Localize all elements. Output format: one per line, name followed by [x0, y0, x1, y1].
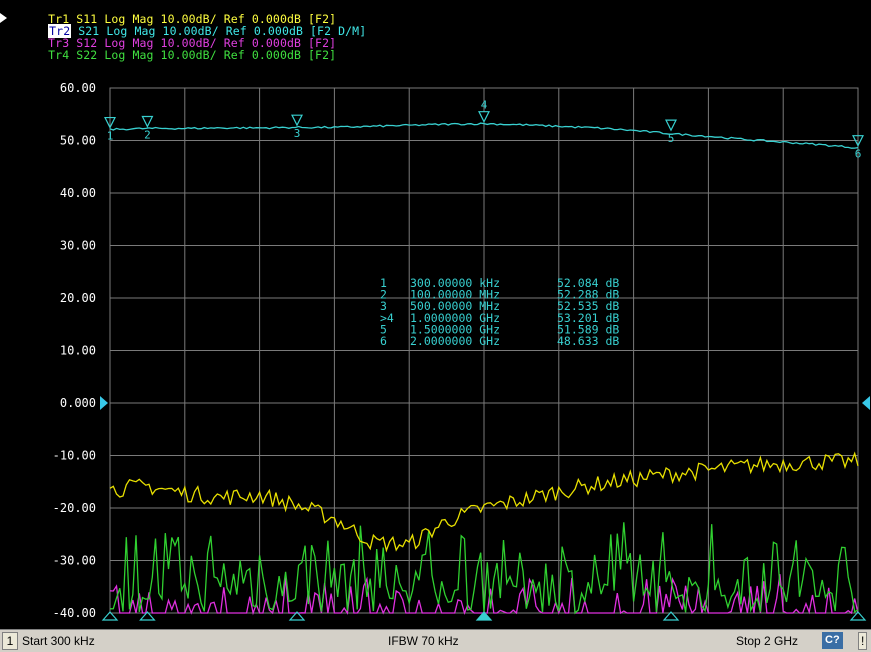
stimulus-marker-4-icon	[475, 611, 493, 621]
trace-4-id: Tr4	[48, 48, 70, 62]
ref-level-arrow-left-icon	[100, 396, 108, 410]
channel-number[interactable]: 1	[2, 632, 18, 650]
marker-readout-number: 6	[380, 334, 387, 348]
marker-6-label: 6	[855, 148, 862, 161]
marker-readout-stimulus: 500.00000 MHz	[410, 299, 500, 313]
marker-readout-value: 53.201 dB	[557, 311, 619, 325]
trace-2-header[interactable]: Tr2 S21 Log Mag 10.00dB/ Ref 0.000dB [F2…	[6, 13, 366, 38]
trace-4-text: S22 Log Mag 10.00dB/ Ref 0.000dB [F2]	[69, 48, 337, 62]
marker-3-triangle-icon	[291, 114, 303, 127]
y-tick-label: -10.00	[53, 449, 96, 463]
trace-s11-line	[109, 451, 859, 553]
y-tick-label: 40.00	[60, 186, 96, 200]
y-tick-label: -40.00	[53, 606, 96, 620]
stimulus-marker-6-icon	[849, 611, 867, 621]
y-tick-label: 10.00	[60, 344, 96, 358]
marker-readout-number: 3	[380, 299, 387, 313]
y-tick-label: 60.00	[60, 81, 96, 95]
trace-3-text: S12 Log Mag 10.00dB/ Ref 0.000dB [F2]	[69, 36, 337, 50]
trace-2-text: S21 Log Mag 10.00dB/ Ref 0.000dB [F2 D/M…	[71, 24, 367, 38]
warning-indicator[interactable]: !	[858, 632, 868, 650]
ifbw-setting[interactable]: IFBW 70 kHz	[388, 634, 459, 648]
stimulus-marker-3-icon	[288, 611, 306, 621]
marker-1-triangle-icon	[104, 116, 116, 129]
marker-readout-number: 2	[380, 288, 387, 302]
trace-s21-line	[109, 122, 859, 149]
marker-readout-number: >4	[380, 311, 394, 325]
marker-6-triangle-icon	[852, 135, 864, 148]
measurement-plot[interactable]: 60.00 50.00 40.00 30.00 20.00 10.00 0.000 -10.0…	[0, 0, 871, 629]
correction-status-badge[interactable]: C?	[822, 632, 843, 649]
trace-4-header[interactable]: Tr4 S22 Log Mag 10.00dB/ Ref 0.000dB [F2…	[6, 37, 336, 61]
marker-2-label: 2	[144, 128, 151, 141]
y-tick-label: 0.000	[60, 396, 96, 410]
trace-3-header[interactable]: Tr3 S12 Log Mag 10.00dB/ Ref 0.000dB [F2…	[6, 25, 336, 49]
y-tick-label: 20.00	[60, 291, 96, 305]
stop-frequency[interactable]: Stop 2 GHz	[736, 634, 799, 648]
status-bar: 1 Start 300 kHz IFBW 70 kHz Stop 2 GHz C…	[0, 629, 871, 652]
marker-readout-stimulus: 100.00000 MHz	[410, 288, 500, 302]
ref-level-arrow-right-icon	[862, 396, 870, 410]
trace-1-header[interactable]: Tr1 S11 Log Mag 10.00dB/ Ref 0.000dB [F2…	[6, 1, 336, 25]
trace-1-text: S11 Log Mag 10.00dB/ Ref 0.000dB [F2]	[69, 12, 337, 26]
marker-5-label: 5	[668, 132, 675, 145]
marker-readout-stimulus: 1.5000000 GHz	[410, 322, 500, 336]
marker-readout-stimulus: 1.0000000 GHz	[410, 311, 500, 325]
y-tick-label: 30.00	[60, 239, 96, 253]
marker-4-label: 4	[481, 99, 488, 112]
marker-5-triangle-icon	[665, 119, 677, 132]
stimulus-marker-5-icon	[662, 611, 680, 621]
marker-readout-value: 52.535 dB	[557, 299, 619, 313]
marker-4-triangle-icon	[478, 111, 490, 124]
marker-readout-value: 52.288 dB	[557, 288, 619, 302]
y-tick-label: 50.00	[60, 134, 96, 148]
stimulus-marker-2-icon	[139, 611, 156, 621]
marker-readout-stimulus: 2.0000000 GHz	[410, 334, 500, 348]
start-frequency[interactable]: Start 300 kHz	[22, 634, 95, 648]
marker-2-triangle-icon	[141, 115, 154, 128]
marker-1-label: 1	[107, 130, 114, 143]
marker-3-label: 3	[294, 127, 301, 140]
marker-readout-value: 51.589 dB	[557, 322, 619, 336]
y-tick-label: -20.00	[53, 501, 96, 515]
stimulus-marker-1-icon	[101, 611, 119, 621]
trace-2-id: Tr2	[48, 24, 72, 38]
trace-header-panel: Tr1 S11 Log Mag 10.00dB/ Ref 0.000dB [F2…	[0, 0, 871, 75]
marker-readout-number: 1	[380, 276, 387, 290]
active-trace-arrow-icon	[0, 13, 7, 23]
marker-readout-value: 48.633 dB	[557, 334, 619, 348]
trace-1-id: Tr1	[48, 12, 70, 26]
y-tick-label: -30.00	[53, 554, 96, 568]
trace-3-id: Tr3	[48, 36, 70, 50]
marker-readout-value: 52.084 dB	[557, 276, 619, 290]
marker-readout-stimulus: 300.00000 kHz	[410, 276, 500, 290]
marker-readout-number: 5	[380, 322, 387, 336]
